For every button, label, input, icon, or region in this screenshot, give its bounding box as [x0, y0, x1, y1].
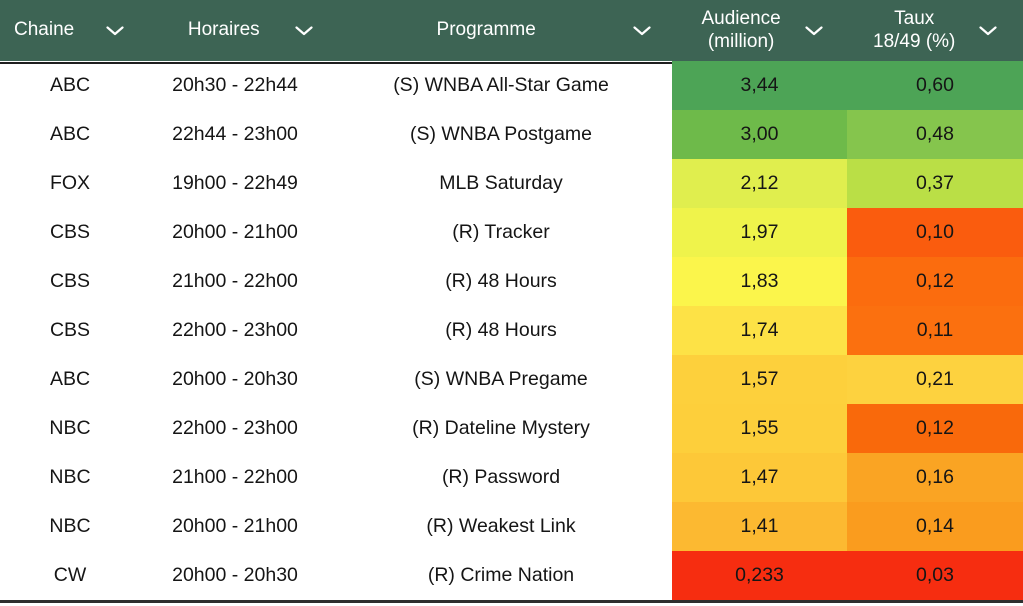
cell-horaires: 20h30 - 22h44 — [172, 74, 298, 96]
cell-audience: 0,233 — [672, 551, 847, 600]
cell-chaine: NBC — [49, 466, 91, 488]
column-header-horaires[interactable]: Horaires — [152, 0, 339, 61]
table-row: NBC 20h00 - 21h00 (R) Weakest Link 1,41 … — [0, 502, 1023, 551]
cell-horaires: 20h00 - 21h00 — [172, 515, 298, 537]
cell-chaine: ABC — [49, 368, 91, 390]
cell-programme: (S) WNBA Pregame — [414, 368, 588, 390]
cell-chaine: CW — [53, 564, 87, 586]
cell-audience: 1,97 — [672, 208, 847, 257]
cell-audience: 1,55 — [672, 404, 847, 453]
table-bottom-border — [0, 600, 1023, 603]
cell-chaine: ABC — [49, 123, 91, 145]
column-header-chaine[interactable]: Chaine — [0, 0, 152, 61]
cell-programme: (R) Weakest Link — [426, 515, 576, 537]
bottom-margin — [0, 603, 1023, 606]
column-header-label: Audience (million) — [701, 7, 781, 52]
cell-audience: 1,47 — [672, 453, 847, 502]
cell-audience: 2,12 — [672, 159, 847, 208]
cell-audience: 3,00 — [672, 110, 847, 159]
chevron-down-icon[interactable] — [805, 25, 824, 36]
table-row: FOX 19h00 - 22h49 MLB Saturday 2,12 0,37 — [0, 159, 1023, 208]
cell-taux: 0,12 — [847, 257, 1023, 306]
column-header-taux[interactable]: Taux 18/49 (%) — [849, 0, 1023, 61]
cell-taux: 0,16 — [847, 453, 1023, 502]
cell-horaires: 20h00 - 20h30 — [172, 564, 298, 586]
column-header-label: Taux 18/49 (%) — [873, 7, 956, 52]
cell-taux: 0,14 — [847, 502, 1023, 551]
cell-taux: 0,48 — [847, 110, 1023, 159]
table-row: ABC 22h44 - 23h00 (S) WNBA Postgame 3,00… — [0, 110, 1023, 159]
cell-programme: (R) Crime Nation — [427, 564, 575, 586]
cell-taux: 0,12 — [847, 404, 1023, 453]
column-header-label: Horaires — [187, 19, 260, 41]
cell-audience: 1,57 — [672, 355, 847, 404]
cell-taux: 0,21 — [847, 355, 1023, 404]
table-row: ABC 20h30 - 22h44 (S) WNBA All-Star Game… — [0, 61, 1023, 110]
chevron-down-icon[interactable] — [295, 25, 314, 36]
cell-programme: (R) Dateline Mystery — [412, 417, 590, 439]
column-header-programme[interactable]: Programme — [339, 0, 676, 61]
column-header-label: Programme — [436, 19, 536, 41]
chevron-down-icon[interactable] — [106, 25, 124, 36]
cell-chaine: CBS — [49, 221, 91, 243]
cell-chaine: CBS — [49, 270, 91, 292]
cell-audience: 1,74 — [672, 306, 847, 355]
table-row: NBC 22h00 - 23h00 (R) Dateline Mystery 1… — [0, 404, 1023, 453]
column-header-audience[interactable]: Audience (million) — [677, 0, 850, 61]
table-row: ABC 20h00 - 20h30 (S) WNBA Pregame 1,57 … — [0, 355, 1023, 404]
cell-programme: MLB Saturday — [439, 172, 563, 194]
table-row: CBS 21h00 - 22h00 (R) 48 Hours 1,83 0,12 — [0, 257, 1023, 306]
cell-chaine: FOX — [49, 172, 91, 194]
column-header-label: Chaine — [14, 19, 75, 41]
cell-audience: 1,83 — [672, 257, 847, 306]
table-row: CW 20h00 - 20h30 (R) Crime Nation 0,233 … — [0, 551, 1023, 600]
header-divider — [0, 62, 672, 64]
cell-taux: 0,60 — [847, 61, 1023, 110]
cell-audience: 1,41 — [672, 502, 847, 551]
cell-programme: (S) WNBA Postgame — [409, 123, 593, 145]
cell-chaine: CBS — [49, 319, 91, 341]
table-header: Chaine Horaires Programme Audience (milli… — [0, 0, 1023, 61]
cell-chaine: NBC — [49, 515, 91, 537]
cell-horaires: 21h00 - 22h00 — [172, 270, 298, 292]
cell-chaine: NBC — [49, 417, 91, 439]
table-row: CBS 22h00 - 23h00 (R) 48 Hours 1,74 0,11 — [0, 306, 1023, 355]
chevron-down-icon[interactable] — [979, 25, 997, 36]
cell-taux: 0,37 — [847, 159, 1023, 208]
cell-horaires: 22h00 - 23h00 — [172, 319, 298, 341]
cell-programme: (R) 48 Hours — [445, 270, 557, 292]
cell-programme: (S) WNBA All-Star Game — [393, 74, 609, 96]
table-row: NBC 21h00 - 22h00 (R) Password 1,47 0,16 — [0, 453, 1023, 502]
cell-audience: 3,44 — [672, 61, 847, 110]
cell-programme: (R) Tracker — [452, 221, 550, 243]
cell-programme: (R) Password — [441, 466, 561, 488]
cell-horaires: 21h00 - 22h00 — [172, 466, 298, 488]
cell-horaires: 20h00 - 20h30 — [172, 368, 298, 390]
cell-chaine: ABC — [49, 74, 91, 96]
cell-taux: 0,11 — [847, 306, 1023, 355]
cell-taux: 0,03 — [847, 551, 1023, 600]
cell-taux: 0,10 — [847, 208, 1023, 257]
cell-horaires: 19h00 - 22h49 — [172, 172, 298, 194]
cell-programme: (R) 48 Hours — [445, 319, 557, 341]
chevron-down-icon[interactable] — [633, 25, 651, 36]
cell-horaires: 22h00 - 23h00 — [172, 417, 298, 439]
cell-horaires: 22h44 - 23h00 — [172, 123, 298, 145]
table-body: ABC 20h30 - 22h44 (S) WNBA All-Star Game… — [0, 61, 1023, 600]
table-row: CBS 20h00 - 21h00 (R) Tracker 1,97 0,10 — [0, 208, 1023, 257]
cell-horaires: 20h00 - 21h00 — [172, 221, 298, 243]
